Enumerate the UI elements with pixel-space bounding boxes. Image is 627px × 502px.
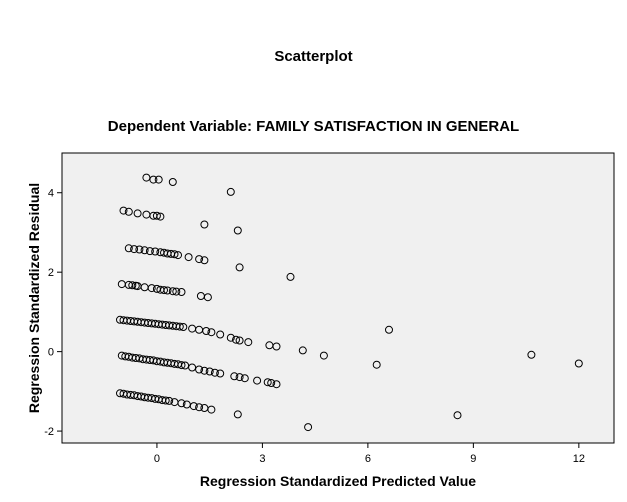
scatter-point bbox=[267, 379, 276, 387]
x-axis: 0 3 6 9 12 bbox=[154, 443, 585, 465]
plot-area bbox=[61, 152, 615, 444]
x-tick-label: 9 bbox=[470, 453, 476, 465]
scatter-point bbox=[135, 245, 144, 254]
scatter-point bbox=[202, 327, 211, 335]
x-tick-label: 12 bbox=[573, 453, 585, 465]
x-tick-label: 0 bbox=[154, 453, 160, 465]
scatter-point bbox=[207, 328, 216, 337]
y-tick-label: 4 bbox=[48, 188, 54, 200]
scatter-point bbox=[574, 359, 583, 368]
scatter-point bbox=[172, 287, 181, 296]
scatter-point bbox=[145, 247, 154, 256]
scatter-point bbox=[235, 373, 244, 382]
scatter-point bbox=[168, 287, 177, 296]
scatter-point bbox=[184, 253, 193, 262]
scatter-point bbox=[147, 284, 156, 293]
scatter-point bbox=[207, 405, 216, 414]
scatter-point bbox=[200, 366, 209, 375]
y-tick-label: -2 bbox=[44, 426, 54, 438]
scatter-point bbox=[235, 336, 244, 345]
scatter-point bbox=[298, 346, 307, 355]
scatter-point bbox=[165, 396, 174, 405]
scatter-point bbox=[181, 361, 190, 370]
scatter-point bbox=[240, 374, 249, 383]
scatter-point bbox=[210, 368, 219, 377]
scatter-point bbox=[188, 363, 197, 372]
scatter-point bbox=[235, 263, 244, 272]
scatter-point bbox=[168, 178, 177, 186]
scatter-point bbox=[203, 293, 212, 302]
scatter-point bbox=[200, 220, 209, 229]
scatter-point bbox=[233, 410, 242, 419]
scatter-point bbox=[226, 187, 235, 196]
scatter-point bbox=[216, 369, 225, 378]
y-tick-label: 2 bbox=[48, 267, 54, 279]
scatter-point bbox=[453, 411, 462, 420]
scatter-point bbox=[163, 286, 172, 295]
scatter-point bbox=[179, 323, 188, 331]
x-axis-title: Regression Standardized Predicted Value bbox=[200, 473, 476, 489]
scatter-point bbox=[156, 212, 165, 221]
data-points bbox=[116, 173, 583, 432]
scatter-point bbox=[286, 272, 295, 281]
scatter-point bbox=[140, 246, 149, 255]
scatter-point bbox=[205, 367, 214, 376]
chart-subtitle: Dependent Variable: FAMILY SATISFACTION … bbox=[107, 118, 520, 135]
scatter-point bbox=[177, 288, 186, 296]
scatter-point bbox=[124, 207, 133, 216]
scatter-point bbox=[128, 281, 137, 290]
scatter-point bbox=[244, 338, 253, 347]
x-tick-label: 3 bbox=[259, 453, 265, 465]
scatter-point bbox=[230, 372, 239, 381]
scatter-point bbox=[130, 245, 139, 254]
scatter-point bbox=[174, 251, 182, 260]
scatter-point bbox=[385, 325, 393, 334]
scatter-point bbox=[160, 286, 168, 295]
scatter-point bbox=[527, 350, 536, 359]
scatter-point bbox=[195, 365, 204, 374]
y-axis-title: Regression Standardized Residual bbox=[26, 183, 42, 413]
scatter-point bbox=[216, 330, 225, 339]
scatter-point bbox=[263, 378, 272, 387]
y-axis: -2 0 2 4 bbox=[44, 188, 62, 438]
scatter-point bbox=[372, 360, 381, 369]
scatter-point bbox=[175, 322, 184, 331]
scatter-point bbox=[170, 250, 179, 259]
scatter-point bbox=[304, 423, 313, 432]
scatter-point bbox=[161, 396, 170, 405]
scatter-point bbox=[253, 376, 262, 385]
scatter-point bbox=[232, 335, 240, 344]
scatter-point bbox=[133, 209, 142, 218]
scatter-point bbox=[149, 175, 158, 184]
scatter-point bbox=[152, 211, 161, 220]
scatter-point bbox=[189, 402, 198, 411]
y-tick-label: 0 bbox=[48, 347, 54, 359]
scatter-point bbox=[319, 351, 328, 360]
scatter-point bbox=[119, 206, 128, 215]
scatter-point bbox=[142, 173, 151, 182]
scatter-point bbox=[233, 226, 242, 235]
scatter-point bbox=[177, 361, 186, 370]
scatter-point bbox=[177, 399, 186, 408]
chart-title: Scatterplot bbox=[274, 48, 353, 65]
x-tick-label: 6 bbox=[365, 453, 371, 465]
scatter-point bbox=[200, 256, 209, 265]
scatter-point bbox=[195, 255, 204, 264]
scatter-point bbox=[226, 333, 235, 342]
scatter-point bbox=[195, 403, 204, 412]
scatter-point bbox=[272, 380, 281, 389]
scatter-point bbox=[151, 247, 160, 256]
scatter-point bbox=[154, 175, 163, 184]
scatter-point bbox=[124, 244, 133, 253]
scatter-point bbox=[272, 342, 281, 351]
